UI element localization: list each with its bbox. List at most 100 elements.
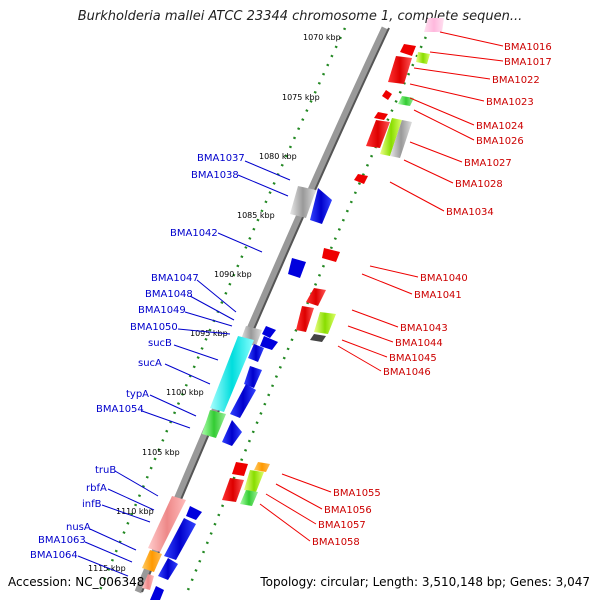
gene-arrow — [222, 478, 244, 502]
leader-line — [389, 181, 445, 212]
gene-arrow — [260, 336, 278, 350]
gene-arrow — [240, 490, 258, 506]
leader-line — [259, 503, 311, 542]
gene-arrow — [288, 258, 306, 278]
gene-label: BMA1046 — [383, 367, 431, 378]
leader-line — [189, 295, 235, 321]
gene-label: BMA1063 — [38, 535, 86, 546]
leader-line — [369, 265, 419, 278]
gene-arrow — [366, 120, 390, 148]
gene-arrow — [296, 306, 314, 332]
gene-label: sucA — [138, 358, 162, 369]
leader-line — [84, 541, 133, 563]
gene-arrow — [306, 288, 326, 306]
leader-line — [429, 51, 504, 62]
kbp-tick-label: 1070 kbp — [303, 33, 341, 42]
leader-line — [347, 325, 394, 343]
gene-arrow — [262, 326, 276, 338]
leader-line — [107, 488, 155, 511]
kbp-tick-label: 1115 kbp — [88, 564, 126, 573]
gene-label: BMA1037 — [197, 153, 245, 164]
left-gene-labels: BMA1037 BMA1038 BMA1042 BMA1047 BMA1048 … — [30, 153, 245, 561]
gene-arrow — [142, 550, 162, 572]
leader-line — [217, 232, 263, 253]
gene-label: BMA1055 — [333, 488, 381, 499]
right-leader-lines — [259, 31, 504, 542]
forward-strand-genes — [142, 186, 332, 600]
accession-text: Accession: NC_006348 — [8, 575, 145, 589]
leader-line — [244, 160, 291, 181]
leader-line — [196, 279, 237, 313]
right-gene-labels: BMA1016 BMA1017 BMA1022 BMA1023 BMA1024 … — [312, 42, 552, 548]
chromosome-backbone-shadow — [141, 27, 390, 593]
leader-line — [351, 309, 399, 328]
gene-label: BMA1016 — [504, 42, 552, 53]
kbp-tick-label: 1100 kbp — [166, 388, 204, 397]
map-title: Burkholderia mallei ATCC 23344 chromosom… — [77, 9, 523, 24]
gene-label: BMA1028 — [455, 179, 503, 190]
leader-line — [237, 174, 289, 197]
gene-label: BMA1045 — [389, 353, 437, 364]
gene-label: BMA1026 — [476, 136, 524, 147]
gene-label: truB — [95, 465, 116, 476]
gene-arrow — [142, 574, 154, 590]
leader-line — [184, 311, 233, 327]
leader-line — [413, 67, 491, 80]
kbp-tick-label: 1105 kbp — [142, 448, 180, 457]
leader-line — [361, 273, 413, 295]
gene-label: BMA1022 — [492, 75, 540, 86]
leader-line — [403, 159, 454, 184]
kbp-tick-label: 1095 kbp — [190, 329, 228, 338]
leader-line — [275, 483, 323, 510]
gene-label: BMA1049 — [138, 305, 186, 316]
gene-label: rbfA — [86, 483, 107, 494]
gene-arrow — [186, 506, 202, 520]
gene-label: BMA1038 — [191, 170, 239, 181]
gene-arrow — [310, 188, 332, 224]
gene-label: BMA1017 — [504, 57, 552, 68]
reverse-strand-genes — [222, 18, 444, 506]
gene-label: BMA1056 — [324, 505, 372, 516]
leader-line — [265, 493, 317, 525]
gene-label: infB — [82, 499, 102, 510]
gene-arrow — [290, 186, 316, 218]
gene-arrow — [244, 470, 264, 492]
gene-label: BMA1048 — [145, 289, 193, 300]
gene-label: BMA1027 — [464, 158, 512, 169]
leader-line — [439, 31, 504, 47]
gene-label: BMA1058 — [312, 537, 360, 548]
gene-arrow — [210, 336, 254, 412]
gene-arrow — [230, 384, 256, 418]
gene-arrow — [314, 312, 336, 334]
gene-label: BMA1042 — [170, 228, 218, 239]
gene-arrow — [374, 112, 388, 120]
gene-label: BMA1047 — [151, 273, 199, 284]
gene-label: sucB — [148, 338, 172, 349]
gene-arrow — [164, 518, 196, 560]
gene-label: BMA1054 — [96, 404, 144, 415]
leader-line — [409, 141, 463, 163]
gene-arrow — [390, 120, 412, 158]
gene-label: typA — [126, 389, 149, 400]
gene-arrow — [382, 90, 392, 100]
gene-arrow — [380, 118, 402, 156]
gene-label: BMA1064 — [30, 550, 78, 561]
gene-label: BMA1023 — [486, 97, 534, 108]
kbp-tick-label: 1085 kbp — [237, 211, 275, 220]
gene-label: BMA1043 — [400, 323, 448, 334]
leader-line — [101, 504, 151, 523]
gene-arrow — [388, 56, 412, 84]
gene-arrow — [202, 410, 226, 438]
leader-line — [409, 83, 485, 102]
gene-arrow — [424, 18, 444, 32]
leader-line — [177, 328, 231, 335]
leader-line — [89, 528, 137, 551]
chromosome-backbone — [134, 26, 389, 594]
gene-arrow — [148, 496, 186, 552]
gene-arrow — [232, 462, 248, 476]
gene-label: nusA — [66, 522, 91, 533]
gene-arrow — [150, 586, 164, 600]
gene-label: BMA1034 — [446, 207, 494, 218]
gene-arrow — [244, 366, 262, 388]
